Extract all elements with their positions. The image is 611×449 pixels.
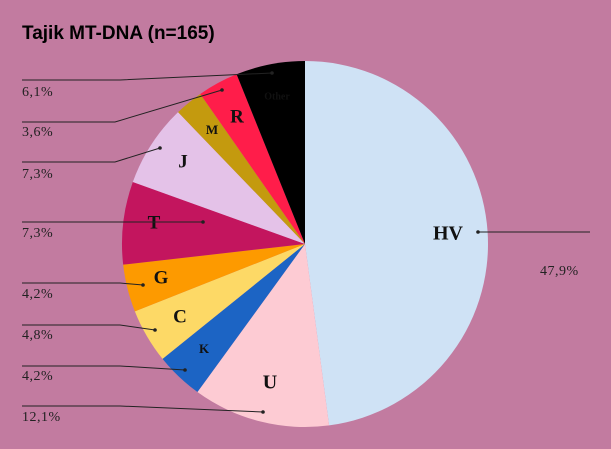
value-label: 6,1% — [22, 85, 53, 100]
leader-dot — [153, 328, 157, 332]
slice-label: G — [154, 267, 169, 288]
leader-line — [22, 405, 264, 413]
leader-line — [22, 147, 161, 163]
pie-slice — [236, 61, 305, 244]
value-label: 7,3% — [22, 167, 53, 182]
leader-dot — [261, 410, 265, 414]
pie-slice — [162, 244, 305, 393]
leader-dot — [201, 220, 205, 224]
value-label: 3,6% — [22, 125, 53, 140]
slice-label: T — [148, 212, 161, 233]
value-label: 4,8% — [22, 328, 53, 343]
leader-dot — [158, 146, 162, 150]
leader-line — [22, 72, 273, 81]
leader-dot — [270, 71, 274, 75]
pie-slice — [132, 112, 305, 245]
pie-slice — [178, 93, 305, 244]
slice-label: C — [173, 306, 187, 327]
leader-dot — [183, 368, 187, 372]
value-label: 47,9% — [540, 264, 579, 279]
pie-slice — [134, 244, 305, 359]
leader-line — [22, 324, 156, 331]
pie-slice — [200, 74, 305, 245]
pie-slice — [197, 244, 330, 427]
value-label: 7,3% — [22, 226, 53, 241]
slice-label: K — [199, 341, 210, 356]
leader-line — [22, 282, 144, 286]
leader-dot — [476, 230, 480, 234]
value-label: 4,2% — [22, 287, 53, 302]
slice-label: M — [206, 122, 218, 137]
leader-dot — [141, 283, 145, 287]
slice-label: U — [263, 372, 277, 394]
pie-slice — [121, 182, 305, 265]
leader-line — [22, 365, 186, 371]
pie-slice — [123, 244, 305, 312]
value-label: 12,1% — [22, 410, 61, 425]
leader-dot — [220, 88, 224, 92]
leader-line — [22, 89, 223, 123]
chart-title: Tajik MT-DNA (n=165) — [22, 23, 215, 44]
slice-label: R — [230, 106, 244, 127]
slice-label: HV — [433, 223, 464, 245]
slice-label: Other — [264, 91, 290, 102]
slice-label: J — [178, 151, 188, 172]
value-label: 4,2% — [22, 369, 53, 384]
pie-slice — [305, 61, 489, 426]
